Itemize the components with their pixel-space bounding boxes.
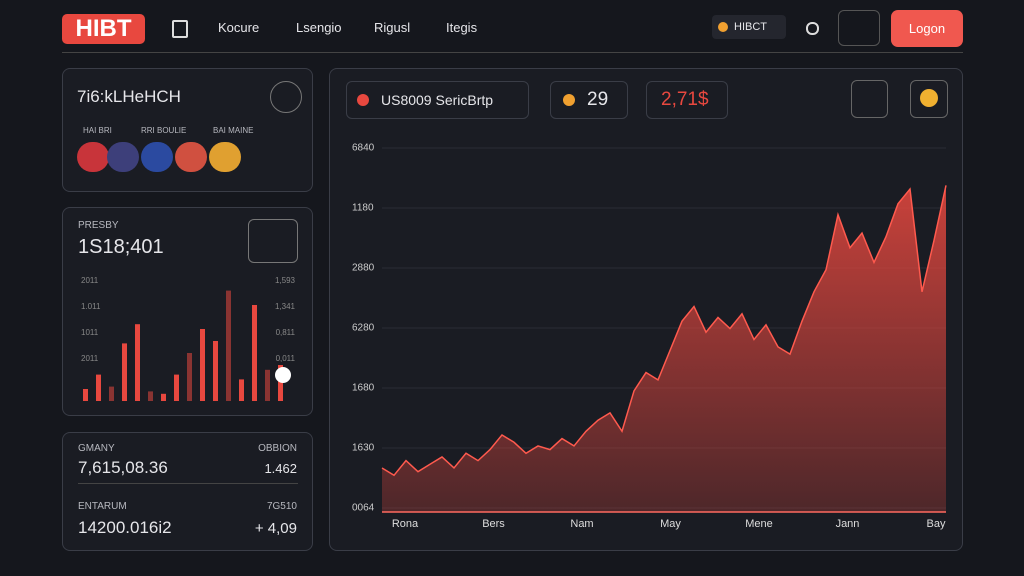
y-tick-label: 6840 <box>352 143 375 154</box>
y-tick-label: 0064 <box>352 503 375 514</box>
row-side: OBBION <box>258 443 297 454</box>
x-tick-label: Rona <box>392 518 419 530</box>
pair-dot <box>357 94 369 106</box>
bar <box>122 343 127 401</box>
bar <box>265 369 270 401</box>
login-button[interactable]: Logon <box>891 10 963 47</box>
search-icon[interactable] <box>806 22 819 35</box>
chip-dot <box>718 22 728 32</box>
marker-dot <box>275 367 291 383</box>
flag <box>175 142 207 172</box>
area <box>382 185 946 512</box>
price-label: PRESBY <box>78 220 119 231</box>
flag <box>141 142 173 172</box>
bar <box>239 379 244 401</box>
nav-item[interactable]: Itegis <box>446 20 478 35</box>
tick-label: 1,593 <box>275 276 296 285</box>
line <box>381 185 947 477</box>
row-value: 14200.016i2 <box>78 518 172 537</box>
tool-button[interactable] <box>851 80 888 118</box>
tick-label: 1,341 <box>275 302 296 311</box>
x-tick-label: Bay <box>927 518 946 530</box>
y-tick-label: 6280 <box>352 323 375 334</box>
nav-item[interactable]: Rigusl <box>374 20 411 35</box>
legend-item: BAI MAINE <box>213 126 254 135</box>
row-change: + 4,09 <box>254 520 297 537</box>
panel-title: 7i6:kLHeHCH <box>77 87 181 106</box>
price-panel: PRESBY 1S18;401 2011 1.011 1011 2011 1,593 1,… <box>62 207 313 416</box>
balance-panel: GMANY OBBION 7,615,08.36 1.462 ENTARUM 7… <box>62 432 313 551</box>
divider <box>62 52 963 53</box>
bar <box>96 374 101 401</box>
y-tick-label: 2880 <box>352 263 375 274</box>
logo[interactable]: HIBT <box>62 14 145 44</box>
markets-panel: 7i6:kLHeHCH HAI BRI RRI BOULIE BAI MAINE <box>62 68 313 192</box>
upload-icon[interactable] <box>838 10 880 46</box>
row-value: 7,615,08.36 <box>78 458 168 477</box>
pair-chip[interactable]: US8009 SericBrtp <box>346 81 529 119</box>
y-tick-label: 1180 <box>352 203 374 214</box>
bar <box>174 374 179 401</box>
x-tick-label: Nam <box>570 518 593 530</box>
tick-label: 2011 <box>81 276 99 285</box>
bar <box>161 393 166 401</box>
bar <box>278 365 283 401</box>
flag <box>107 142 139 172</box>
nav-item[interactable]: Kocure <box>218 20 260 35</box>
nav-item[interactable]: Lsengio <box>296 20 342 35</box>
tick-label: 1.011 <box>81 302 101 311</box>
legend-item: RRI BOULIE <box>141 126 187 135</box>
emoji <box>920 89 938 107</box>
tick-label: 1011 <box>81 328 99 337</box>
price-value: 1S18;401 <box>78 236 164 258</box>
row-label: GMANY <box>78 443 115 454</box>
flag <box>209 142 241 172</box>
bar <box>135 324 140 401</box>
stat-dot <box>563 94 575 106</box>
icon-button[interactable] <box>248 219 298 263</box>
bag-icon[interactable] <box>172 20 188 38</box>
tick-label: 0,811 <box>276 328 296 337</box>
tick-label: 2011 <box>81 354 99 363</box>
flag <box>77 142 109 172</box>
bar <box>83 389 88 401</box>
stat-chip: 29 <box>550 81 628 119</box>
y-tick-label: 1630 <box>352 443 375 454</box>
price-chip: 2,71$ <box>646 81 728 119</box>
y-tick-label: 1680 <box>352 383 375 394</box>
tick-label: 0,011 <box>276 354 296 363</box>
row-change: 1.462 <box>264 461 297 476</box>
bar <box>252 305 257 401</box>
x-tick-label: May <box>660 518 681 530</box>
bar <box>109 386 114 401</box>
legend-item: HAI BRI <box>83 126 112 135</box>
arrow-button[interactable] <box>270 81 302 113</box>
bar <box>213 341 218 401</box>
row-divider <box>78 483 298 484</box>
mini-bar-chart: 2011 1.011 1011 2011 1,593 1,341 0,811 0,011 <box>81 276 296 401</box>
bar <box>148 391 153 401</box>
emoji-button[interactable] <box>910 80 948 118</box>
x-tick-label: Bers <box>482 518 505 530</box>
bar <box>187 353 192 401</box>
row-label: ENTARUM <box>78 501 127 512</box>
bar <box>200 329 205 401</box>
bar <box>226 290 231 401</box>
row-side: 7G510 <box>266 501 297 512</box>
x-tick-label: Mene <box>745 518 773 530</box>
x-tick-label: Jann <box>836 518 860 530</box>
